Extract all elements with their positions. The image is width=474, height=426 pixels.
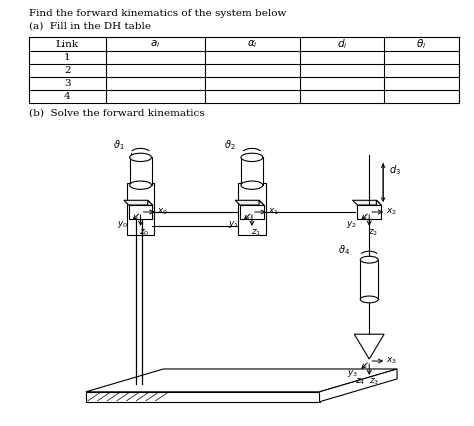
Bar [238, 183, 266, 235]
Text: $\vartheta_4$: $\vartheta_4$ [338, 243, 350, 256]
Text: $z_0$: $z_0$ [139, 227, 150, 238]
Text: $\vartheta_1$: $\vartheta_1$ [113, 138, 125, 153]
Text: $z_4$: $z_4$ [355, 377, 365, 387]
Bar [241, 157, 263, 185]
Text: Link: Link [56, 40, 79, 49]
Ellipse shape [241, 153, 263, 161]
Bar [128, 205, 153, 219]
Ellipse shape [360, 296, 378, 303]
Text: 1: 1 [64, 53, 71, 62]
Text: $x_0$: $x_0$ [157, 207, 168, 217]
Text: $z_3$: $z_3$ [369, 377, 379, 387]
Text: $\theta_i$: $\theta_i$ [416, 37, 427, 51]
Text: (a)  Fill in the DH table: (a) Fill in the DH table [29, 21, 151, 30]
Polygon shape [376, 200, 381, 219]
Text: $x_3$: $x_3$ [385, 356, 397, 366]
Text: $\alpha_i$: $\alpha_i$ [247, 38, 258, 50]
Bar [360, 260, 378, 299]
Polygon shape [353, 200, 381, 205]
Text: 2: 2 [64, 66, 71, 75]
Text: $\vartheta_2$: $\vartheta_2$ [224, 138, 236, 153]
Text: 3: 3 [64, 79, 71, 88]
Polygon shape [124, 200, 153, 205]
Polygon shape [86, 369, 397, 392]
Text: $y_0$: $y_0$ [117, 219, 128, 230]
Text: $a_i$: $a_i$ [150, 38, 161, 50]
Text: $y_3$: $y_3$ [347, 368, 358, 380]
Polygon shape [319, 369, 397, 402]
Bar [127, 183, 155, 235]
Bar [240, 205, 264, 219]
Text: $d_3$: $d_3$ [389, 164, 401, 177]
Text: $y_1$: $y_1$ [228, 219, 239, 230]
Polygon shape [148, 200, 153, 219]
Text: $x_2$: $x_2$ [386, 207, 397, 217]
Ellipse shape [360, 256, 378, 263]
Polygon shape [86, 392, 319, 402]
Ellipse shape [129, 153, 152, 161]
Polygon shape [354, 334, 384, 359]
Bar [357, 205, 381, 219]
Ellipse shape [241, 181, 263, 189]
Polygon shape [235, 200, 264, 205]
Ellipse shape [129, 181, 152, 189]
Text: 4: 4 [64, 92, 71, 101]
Text: $z_1$: $z_1$ [251, 227, 261, 238]
Polygon shape [259, 200, 264, 219]
Text: (b)  Solve the forward kinematics: (b) Solve the forward kinematics [29, 109, 205, 118]
Text: $d_i$: $d_i$ [337, 37, 347, 51]
Text: $z_2$: $z_2$ [368, 227, 378, 238]
Text: $x_1$: $x_1$ [268, 207, 279, 217]
Text: Find the forward kinematics of the system below: Find the forward kinematics of the syste… [29, 9, 287, 18]
Text: $y_2$: $y_2$ [346, 219, 357, 230]
Bar [129, 157, 152, 185]
